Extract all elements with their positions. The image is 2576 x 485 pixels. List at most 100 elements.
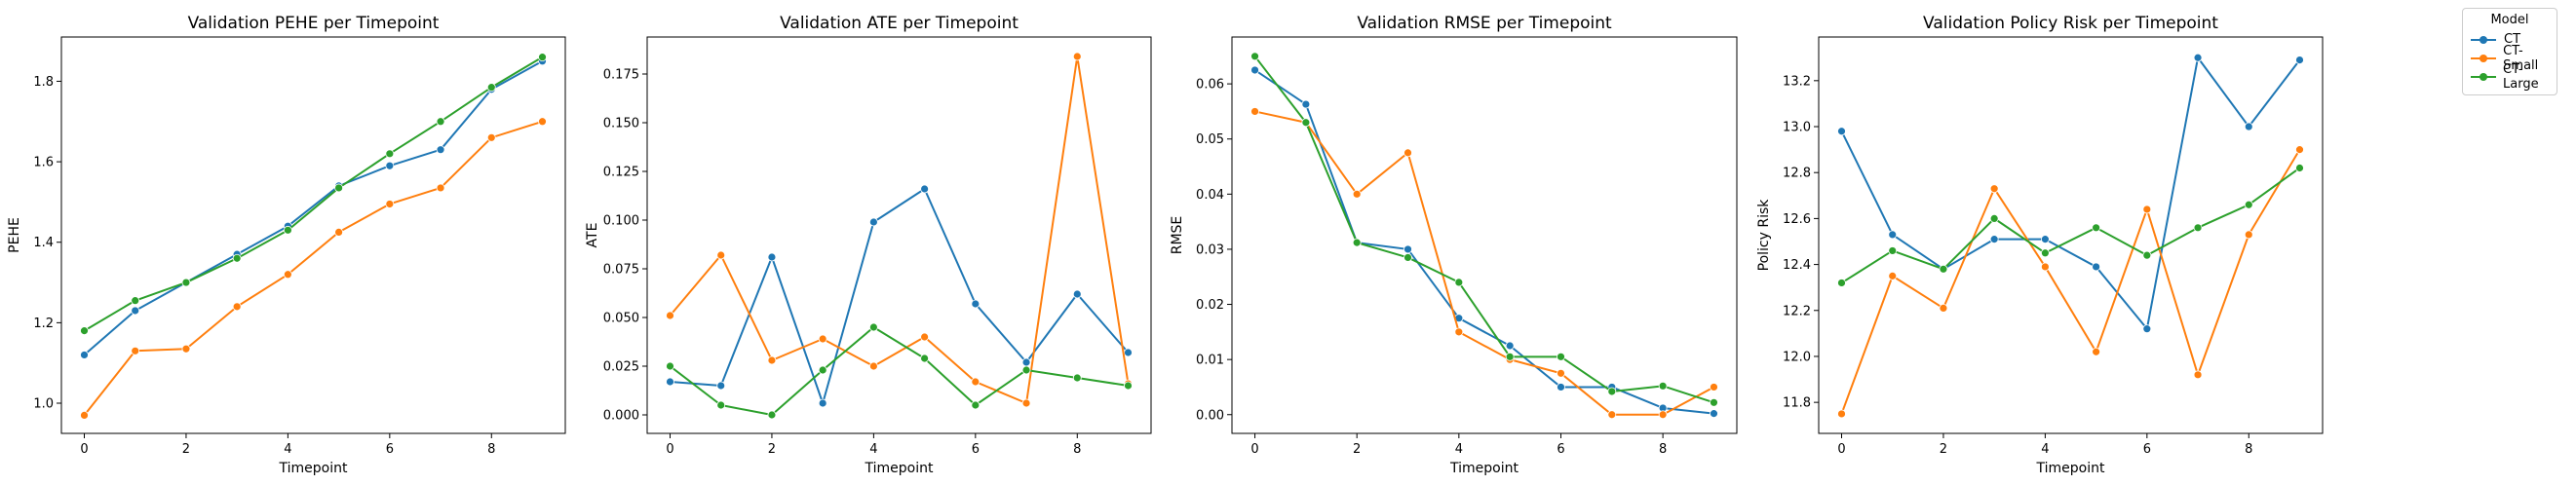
- data-point-ct-small: [868, 361, 878, 371]
- y-axis-label: ATE: [585, 223, 600, 248]
- data-point-ct: [131, 306, 140, 316]
- data-point-ct: [1837, 127, 1846, 136]
- data-point-ct: [868, 217, 878, 227]
- chart-title: Validation PEHE per Timepoint: [188, 14, 440, 33]
- data-point-ct-small: [971, 377, 980, 387]
- data-point-ct-large: [1658, 381, 1668, 391]
- legend-item-ct-small: CT-Small: [2463, 44, 2557, 73]
- data-point-ct: [385, 161, 395, 170]
- data-point-ct-large: [971, 400, 980, 410]
- y-tick-label: 12.2: [1783, 304, 1811, 318]
- data-point-ct-small: [1710, 383, 1718, 392]
- chart-title: Validation RMSE per Timepoint: [1357, 14, 1612, 33]
- data-point-ct-large: [716, 400, 726, 410]
- y-tick-label: 0.06: [1196, 78, 1224, 93]
- y-tick-label: 1.8: [33, 75, 54, 90]
- x-tick-label: 4: [284, 442, 291, 457]
- data-point-ct-large: [131, 296, 140, 306]
- y-tick-label: 12.0: [1783, 350, 1811, 364]
- data-point-ct-small: [1250, 107, 1259, 116]
- data-point-ct: [80, 351, 89, 359]
- data-point-ct-small: [1352, 189, 1362, 199]
- data-point-ct: [2040, 235, 2050, 244]
- data-point-ct: [2142, 324, 2152, 334]
- data-point-ct: [1021, 357, 1031, 367]
- data-point-ct: [1557, 383, 1565, 392]
- series-line-ct-large: [669, 326, 1129, 416]
- legend-label-ct: CT: [2504, 32, 2521, 47]
- data-point-ct-small: [232, 302, 242, 312]
- data-point-ct-large: [1072, 373, 1082, 383]
- data-point-ct-small: [1658, 410, 1668, 420]
- data-point-ct-small: [1989, 184, 1999, 194]
- y-tick-label: 1.6: [33, 156, 54, 170]
- data-point-ct-large: [2092, 223, 2101, 233]
- series-line-ct: [1840, 56, 2301, 330]
- data-point-ct-large: [1888, 246, 1898, 255]
- data-point-ct: [1301, 99, 1311, 109]
- x-tick-label: 0: [666, 442, 673, 457]
- x-tick-label: 2: [182, 442, 190, 457]
- data-point-ct-small: [767, 355, 777, 365]
- data-point-ct: [436, 145, 445, 155]
- data-point-ct-small: [2295, 145, 2304, 155]
- x-tick-label: 8: [487, 442, 495, 457]
- data-point-ct: [1505, 341, 1515, 351]
- data-point-ct-small: [1939, 304, 1948, 313]
- y-tick-label: 0.000: [603, 409, 639, 424]
- chart-ate: 0 2 4 6 8 0.000 0.025 0.050 0.075 0.100 0.125 0.150…: [585, 14, 1152, 476]
- series-line-ct: [83, 59, 543, 356]
- data-point-ct: [666, 377, 674, 387]
- y-tick-label: 0.050: [603, 312, 639, 326]
- data-point-ct: [1989, 235, 1999, 244]
- x-tick-label: 8: [1073, 442, 1081, 457]
- chart-title: Validation Policy Risk per Timepoint: [1923, 14, 2218, 33]
- y-tick-label: 12.6: [1783, 212, 1811, 227]
- data-point-ct-small: [1557, 368, 1565, 378]
- y-tick-label: 13.0: [1783, 121, 1811, 135]
- legend-label-ct-large: CT-Large: [2503, 61, 2539, 92]
- series-line-ct: [1253, 69, 1714, 415]
- y-axis-label: RMSE: [1170, 216, 1185, 255]
- data-point-ct-large: [1607, 387, 1617, 396]
- data-point-ct-small: [2244, 230, 2253, 240]
- y-tick-label: 0.150: [603, 117, 639, 131]
- y-tick-label: 0.02: [1196, 298, 1224, 313]
- legend: Model CT CT-Small CT-Large: [2462, 8, 2557, 95]
- x-tick-label: 6: [1557, 442, 1564, 457]
- data-point-ct-large: [2142, 250, 2152, 260]
- data-point-ct-small: [1888, 271, 1898, 280]
- axes-frame: [1818, 36, 2324, 434]
- y-tick-label: 0.175: [603, 68, 639, 83]
- data-point-ct: [2295, 56, 2304, 64]
- x-tick-label: 8: [2245, 442, 2252, 457]
- legend-dot-ct: [2480, 35, 2487, 44]
- data-point-ct-large: [1837, 279, 1846, 287]
- data-point-ct-large: [1301, 118, 1311, 128]
- data-point-ct-large: [1403, 253, 1412, 262]
- x-axis-label: Timepoint: [865, 461, 934, 476]
- data-point-ct-small: [2092, 347, 2101, 356]
- data-point-ct: [1250, 65, 1259, 75]
- legend-marker-ct-large: [2471, 71, 2496, 83]
- axes-frame: [646, 36, 1152, 434]
- legend-item-ct-large: CT-Large: [2463, 62, 2557, 92]
- x-tick-label: 4: [869, 442, 877, 457]
- data-point-ct: [2092, 262, 2101, 272]
- data-point-ct-small: [818, 334, 827, 344]
- x-tick-label: 6: [2143, 442, 2151, 457]
- data-point-ct-small: [1021, 398, 1031, 408]
- data-point-ct-large: [2040, 248, 2050, 258]
- axes-frame: [60, 36, 566, 434]
- data-point-ct-large: [334, 183, 344, 193]
- y-tick-label: 0.025: [603, 360, 639, 375]
- x-axis-label: Timepoint: [1449, 461, 1519, 476]
- data-point-ct-small: [2142, 205, 2152, 214]
- y-tick-label: 1.0: [33, 397, 54, 412]
- data-point-ct-small: [920, 332, 930, 342]
- series-line-ct-small: [1840, 149, 2301, 415]
- data-point-ct-large: [1505, 352, 1515, 361]
- y-tick-label: 0.100: [603, 214, 639, 229]
- data-point-ct: [920, 184, 930, 194]
- data-point-ct-large: [1939, 264, 1948, 274]
